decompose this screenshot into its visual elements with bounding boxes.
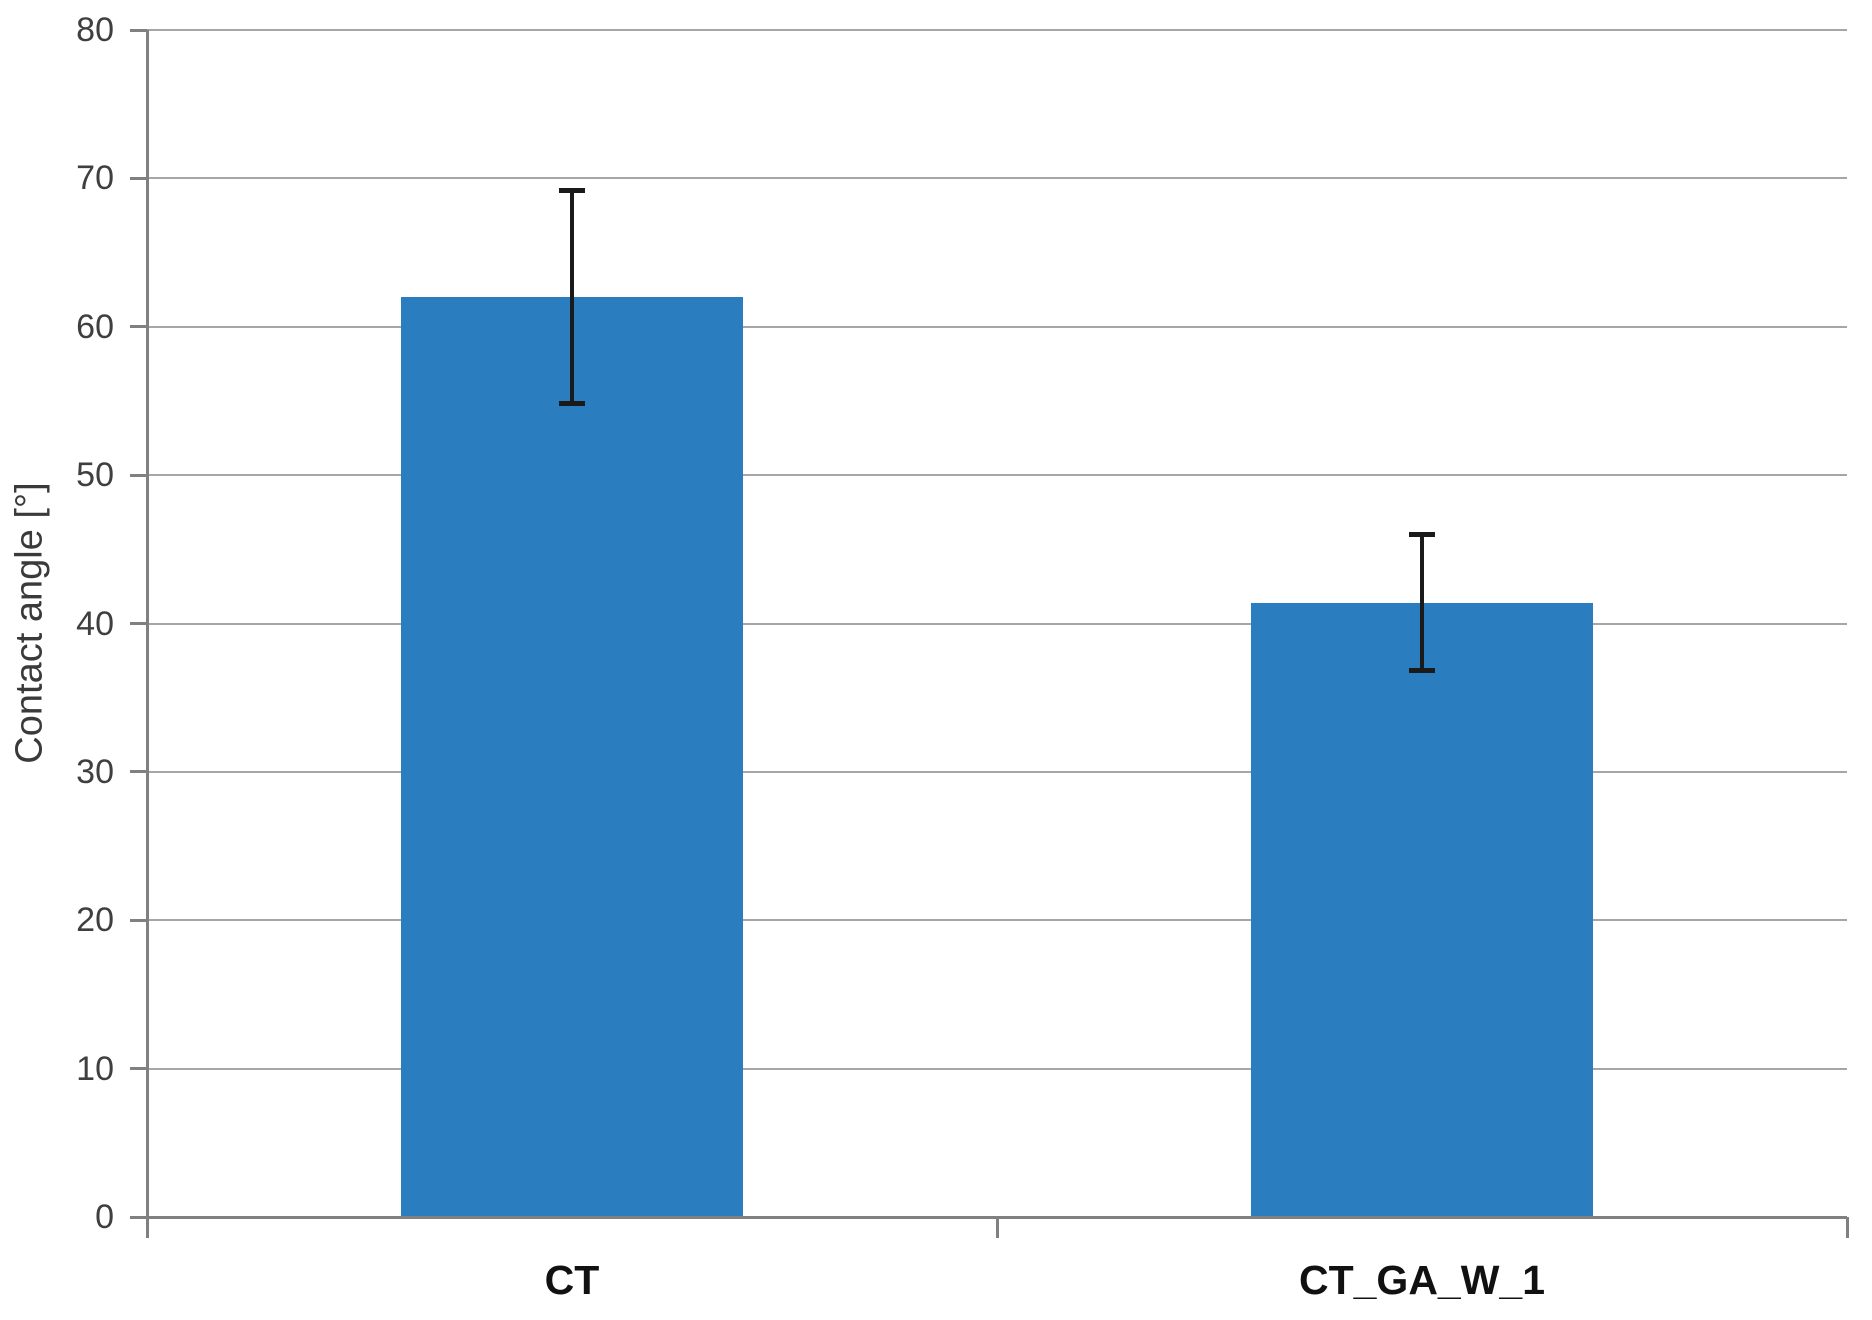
y-axis-tick-mark [130,325,147,329]
bar [1251,602,1593,1217]
x-category-label: CT_GA_W_1 [1298,1257,1546,1303]
gridline [147,177,1847,180]
y-axis-tick-mark [130,473,147,477]
bar [401,297,743,1217]
y-axis-tick-mark [130,28,147,32]
y-tick-label: 70 [76,159,114,198]
y-axis-tick-mark [130,1215,147,1219]
gridline [147,474,1847,477]
error-bar-line [1420,534,1424,671]
gridline [147,622,1847,625]
y-axis-line [145,30,149,1238]
error-bar-line [570,190,574,404]
y-axis-tick-mark [130,176,147,180]
y-tick-label: 40 [76,604,114,643]
gridline [147,919,1847,922]
x-category-label: CT [544,1257,600,1303]
gridline [147,29,1847,31]
x-axis-tick-mark [1845,1217,1849,1238]
y-tick-label: 30 [76,752,114,791]
y-tick-label: 10 [76,1049,114,1088]
y-axis-tick-mark [130,918,147,922]
y-axis-tick-mark [130,770,147,774]
y-tick-label: 60 [76,307,114,346]
x-axis-tick-mark [995,1217,999,1238]
y-axis-tick-mark [130,622,147,625]
error-bar-cap-bottom [1409,667,1435,673]
y-tick-label: 0 [95,1198,114,1236]
y-tick-label: 50 [76,456,114,495]
error-bar-cap-bottom [559,400,585,406]
y-axis-tick-mark [130,1067,147,1071]
error-bar-cap-top [559,188,585,194]
gridline [147,770,1847,773]
x-axis-line [147,1215,1847,1219]
error-bar-cap-top [1409,532,1435,538]
y-tick-label: 80 [76,11,114,49]
gridline [147,325,1847,328]
y-tick-label: 20 [76,901,114,940]
gridline [147,1067,1847,1070]
